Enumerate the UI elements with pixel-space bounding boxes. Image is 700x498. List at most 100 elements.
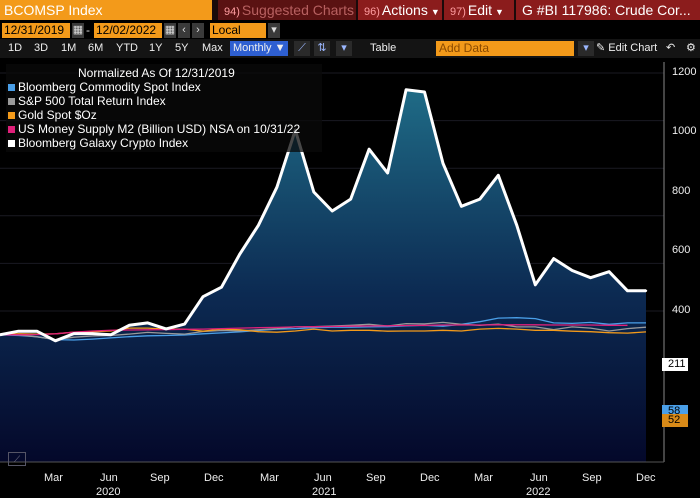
period-5y[interactable]: 5Y	[175, 42, 189, 54]
undo-icon[interactable]: ↶	[666, 42, 676, 54]
crypto-point	[257, 224, 260, 227]
chevron-down-icon[interactable]: ▾	[578, 41, 594, 56]
period-6m[interactable]: 6M	[88, 42, 104, 54]
x-tick-label: Mar	[44, 472, 63, 484]
period-1y[interactable]: 1Y	[149, 42, 163, 54]
x-tick-label: Jun	[100, 472, 118, 484]
end-date-input[interactable]: 12/02/2022	[94, 23, 162, 38]
chevron-left-icon[interactable]: ‹	[178, 23, 190, 38]
chevron-down-icon: ▼	[495, 7, 504, 17]
x-tick-label: Mar	[474, 472, 493, 484]
crypto-points	[0, 88, 648, 342]
mini-chart-icon[interactable]: ⟋	[8, 452, 26, 466]
crypto-point	[109, 333, 112, 336]
legend-swatch	[8, 140, 15, 148]
chevron-right-icon[interactable]: ›	[192, 23, 204, 38]
chevron-down-icon[interactable]: ▾	[336, 41, 352, 56]
legend-item-crypto[interactable]: Bloomberg Galaxy Crypto Index	[8, 136, 188, 150]
y-tick-label: 1200	[672, 66, 697, 78]
legend-swatch	[8, 112, 15, 120]
x-year-label: 2021	[312, 486, 337, 498]
edit-button[interactable]: 97) Edit ▼	[444, 0, 514, 20]
compare-icon[interactable]: ⇅	[314, 41, 330, 56]
y-tick-label: 400	[672, 304, 691, 316]
edit-chart-label: Edit Chart	[608, 42, 658, 54]
crypto-point	[349, 197, 352, 201]
frequency-label: Monthly	[233, 42, 272, 54]
crypto-point	[404, 88, 408, 91]
crypto-point	[515, 224, 518, 227]
edit-chart-button[interactable]: ✎ Edit Chart	[596, 41, 657, 56]
x-tick-label: Jun	[530, 472, 548, 484]
legend-item-gold[interactable]: Gold Spot $Oz	[8, 108, 97, 122]
other-value-flag: 52	[662, 414, 688, 427]
edit-number: 97)	[450, 6, 466, 18]
date-toolbar: 12/31/2019 ▦ - 12/02/2022 ▦ ‹ › Local CC…	[0, 21, 700, 52]
period-3d[interactable]: 3D	[34, 42, 49, 54]
y-tick-label: 800	[672, 185, 691, 197]
edit-label: Edit	[467, 2, 493, 18]
top-toolbar: BCOMSP Index 94) Suggested Charts 96) Acti…	[0, 0, 700, 20]
period-toolbar: 1D 3D 1M 6M YTD 1Y 5Y Max Monthly ▼ ⟋ ⇅ …	[0, 39, 700, 58]
legend-item-sp500[interactable]: S&P 500 Total Return Index	[8, 94, 166, 108]
series-line-3	[0, 327, 647, 336]
crypto-point	[534, 283, 537, 286]
crypto-area	[0, 89, 646, 462]
period-ytd[interactable]: YTD	[116, 42, 138, 54]
crypto-point	[478, 197, 482, 201]
actions-label: Actions	[381, 2, 428, 18]
legend-label: Bloomberg Commodity Spot Index	[18, 80, 201, 94]
frequency-select[interactable]: Monthly ▼	[230, 41, 289, 56]
crypto-point	[72, 332, 76, 335]
crypto-point	[644, 289, 648, 292]
crypto-point	[0, 333, 2, 336]
suggested-charts-number: 94)	[224, 6, 240, 18]
x-tick-label: Sep	[150, 472, 170, 484]
table-button[interactable]: Table	[370, 42, 397, 54]
legend-label: US Money Supply M2 (Billion USD) NSA on …	[18, 122, 301, 136]
date-separator: -	[86, 23, 90, 37]
chart-id-field[interactable]: G #BI 117986: Crude Cor...	[516, 0, 700, 20]
series-line-4	[0, 324, 628, 336]
legend-item-m2[interactable]: US Money Supply M2 (Billion USD) NSA on …	[8, 122, 300, 136]
legend-item-commodity[interactable]: Bloomberg Commodity Spot Index	[8, 80, 201, 94]
gear-icon[interactable]: ⚙	[686, 42, 696, 54]
crypto-point	[201, 295, 205, 298]
crypto-point	[35, 330, 39, 333]
series-lines	[0, 88, 647, 343]
calendar-icon[interactable]: ▦	[72, 23, 84, 38]
pencil-icon: ✎	[596, 42, 606, 54]
crypto-point	[331, 209, 334, 213]
actions-button[interactable]: 96) Actions ▼	[358, 0, 442, 20]
ticker-field[interactable]: BCOMSP Index	[0, 0, 212, 20]
crypto-point	[552, 257, 555, 260]
start-date-input[interactable]: 12/31/2019	[2, 23, 70, 38]
period-1m[interactable]: 1M	[61, 42, 77, 54]
crypto-point	[17, 330, 20, 333]
crypto-point	[183, 322, 186, 326]
period-max[interactable]: Max	[202, 42, 223, 54]
crypto-point	[220, 286, 223, 289]
x-tick-label: Jun	[314, 472, 332, 484]
x-tick-label: Mar	[260, 472, 279, 484]
crypto-point	[54, 339, 57, 342]
crypto-point	[312, 190, 315, 194]
crypto-point	[441, 162, 445, 165]
x-tick-label: Sep	[582, 472, 602, 484]
calendar-icon[interactable]: ▦	[164, 23, 176, 38]
legend-swatch	[8, 84, 15, 92]
crypto-point	[386, 171, 389, 175]
legend-title: Normalized As Of 12/31/2019	[78, 66, 235, 80]
period-1d[interactable]: 1D	[8, 42, 23, 54]
chevron-down-icon: ▼	[430, 7, 440, 17]
suggested-charts-button[interactable]: 94) Suggested Charts	[218, 0, 356, 20]
crypto-point	[128, 324, 131, 327]
x-tick-label: Sep	[366, 472, 386, 484]
x-year-label: 2022	[526, 486, 551, 498]
crypto-value-flag: 211	[662, 358, 688, 371]
chevron-down-icon[interactable]: ▾	[268, 23, 280, 38]
line-chart-icon[interactable]: ⟋	[294, 41, 310, 56]
legend-swatch	[8, 126, 15, 134]
add-data-input[interactable]: Add Data	[436, 41, 574, 56]
